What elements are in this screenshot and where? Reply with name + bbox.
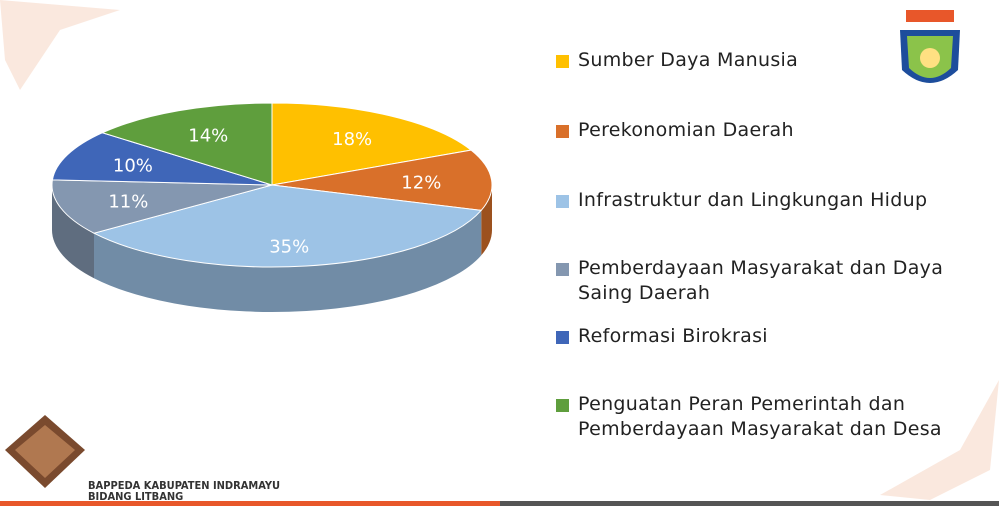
slice xyxy=(92,184,483,268)
brush-decoration xyxy=(0,0,120,90)
brush-decoration xyxy=(880,380,999,500)
legend-item: Reformasi Birokrasi xyxy=(556,324,768,349)
data-label: 11% xyxy=(108,192,148,213)
legend-label: Sumber Daya Manusia xyxy=(578,49,799,71)
legend-label: Penguatan Peran Pemerintah dan Pemberday… xyxy=(578,393,942,440)
logo xyxy=(900,10,960,83)
footer-text: BIDANG LITBANG xyxy=(88,490,184,503)
legend-item: Penguatan Peran Pemerintah dan Pemberday… xyxy=(556,392,976,442)
legend-swatch xyxy=(556,399,569,412)
slice xyxy=(51,179,273,234)
legend-item: Pemberdayaan Masyarakat dan Daya Saing D… xyxy=(556,256,976,306)
slice xyxy=(271,149,493,211)
slice-side xyxy=(94,210,482,313)
data-label: 14% xyxy=(188,126,228,147)
legend-label: Pemberdayaan Masyarakat dan Daya Saing D… xyxy=(578,257,944,304)
legend-swatch xyxy=(556,55,569,68)
legend-label: Reformasi Birokrasi xyxy=(578,325,768,347)
legend-swatch xyxy=(556,195,569,208)
legend-label: Infrastruktur dan Lingkungan Hidup xyxy=(578,189,928,211)
slice-side xyxy=(52,185,95,279)
legend-label: Perekonomian Daerah xyxy=(578,119,794,141)
legend-item: Sumber Daya Manusia xyxy=(556,48,798,73)
slice-side xyxy=(481,185,492,256)
legend-swatch xyxy=(556,125,569,138)
footer-bar xyxy=(500,501,999,506)
data-label: 12% xyxy=(401,172,441,193)
footer-bar xyxy=(0,501,500,506)
footer-logo xyxy=(5,415,85,488)
legend-item: Infrastruktur dan Lingkungan Hidup xyxy=(556,188,927,213)
legend-item: Perekonomian Daerah xyxy=(556,118,794,143)
legend-swatch xyxy=(556,331,569,344)
legend-swatch xyxy=(556,263,569,276)
data-label: 10% xyxy=(113,155,153,176)
slice xyxy=(51,132,273,186)
slice xyxy=(101,102,273,186)
data-label: 35% xyxy=(269,236,309,257)
footer-text: BAPPEDA KABUPATEN INDRAMAYU xyxy=(88,479,281,492)
data-label: 18% xyxy=(332,129,372,150)
slice xyxy=(271,102,473,186)
